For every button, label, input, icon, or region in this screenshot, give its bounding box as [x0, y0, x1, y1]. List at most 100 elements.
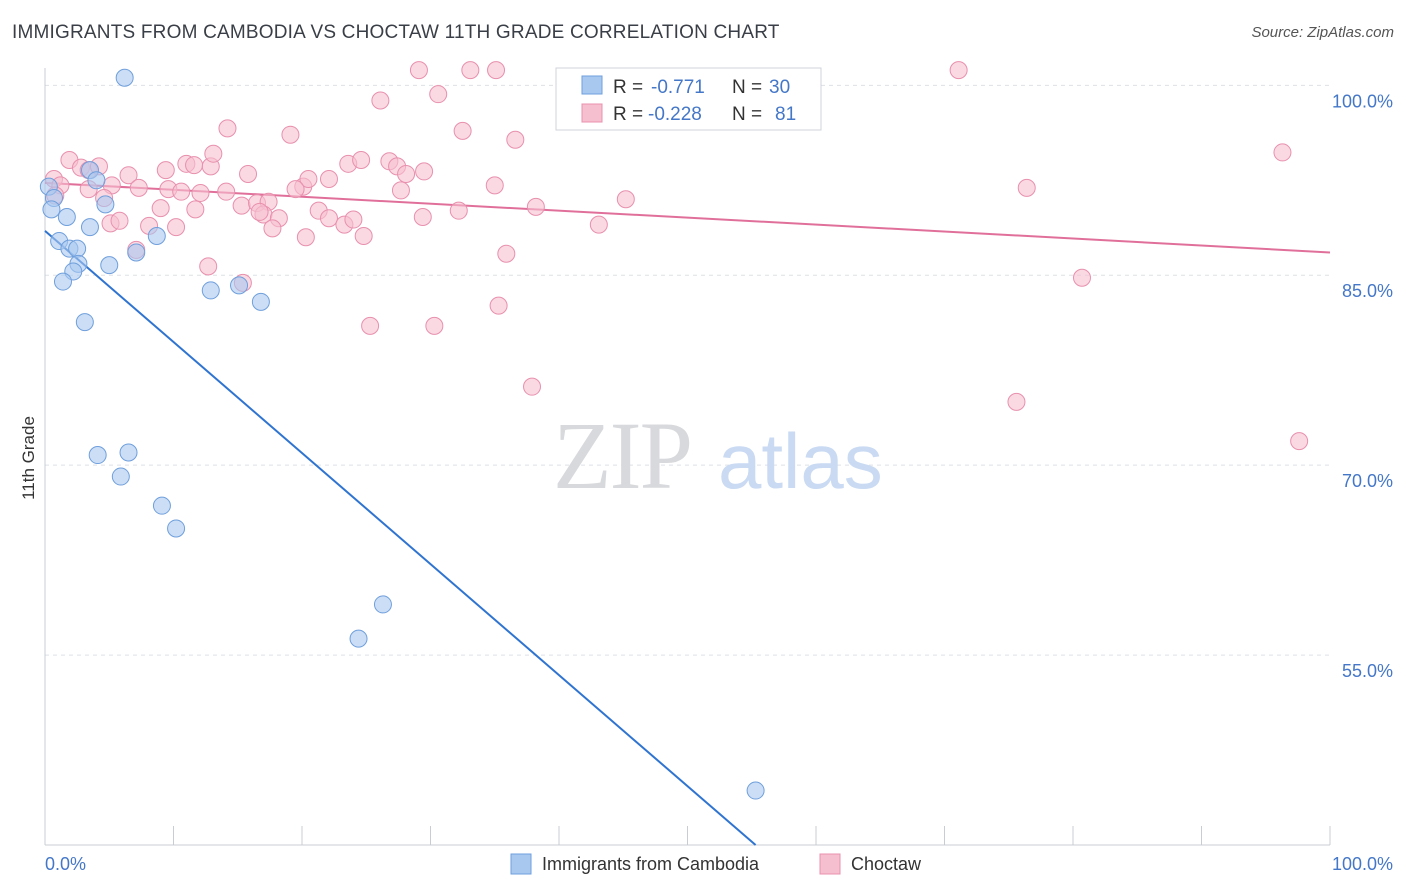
point-choctaw [485, 176, 504, 195]
point-cambodia [230, 276, 249, 295]
legend-n-label-1: N = [732, 77, 762, 98]
point-cambodia [115, 68, 134, 87]
point-cambodia [167, 519, 186, 538]
point-choctaw [1007, 392, 1026, 411]
point-choctaw [172, 182, 191, 201]
point-choctaw [186, 200, 205, 219]
source-label: Source: ZipAtlas.com [1251, 24, 1394, 41]
point-cambodia [746, 781, 765, 800]
y-tick-labels: 100.0% 85.0% 70.0% 55.0% [1332, 91, 1393, 681]
series-label-cambodia: Immigrants from Cambodia [542, 854, 760, 874]
point-cambodia [349, 629, 368, 648]
point-choctaw [371, 91, 390, 110]
point-choctaw [1290, 432, 1309, 451]
point-choctaw [1273, 143, 1292, 162]
point-choctaw [453, 121, 472, 140]
point-choctaw [497, 244, 516, 263]
x-tick-label-min: 0.0% [45, 854, 86, 874]
point-choctaw [281, 125, 300, 144]
y-axis-label: 11th Grade [19, 416, 38, 500]
point-cambodia [100, 256, 119, 275]
series-legend: Immigrants from Cambodia Choctaw [510, 853, 922, 875]
point-cambodia [80, 218, 99, 237]
chart-title: IMMIGRANTS FROM CAMBODIA VS CHOCTAW 11TH… [12, 22, 780, 43]
point-choctaw [506, 130, 525, 149]
point-choctaw [296, 228, 315, 247]
point-cambodia [96, 195, 115, 214]
point-choctaw [319, 209, 338, 228]
point-choctaw [250, 202, 269, 221]
point-choctaw [199, 257, 218, 276]
legend-n-value-2: 81 [775, 104, 796, 125]
point-choctaw [415, 162, 434, 181]
point-choctaw [397, 164, 416, 183]
series-swatch-choctaw [819, 853, 841, 875]
point-choctaw [523, 377, 542, 396]
point-choctaw [232, 196, 251, 215]
point-choctaw [354, 226, 373, 245]
point-choctaw [156, 161, 175, 180]
x-tick-label-max: 100.0% [1332, 854, 1393, 874]
point-choctaw [299, 170, 318, 189]
point-choctaw [286, 180, 305, 199]
point-choctaw [217, 182, 236, 201]
watermark-atlas: atlas [718, 417, 883, 505]
watermark-zip: ZIP [553, 402, 691, 509]
point-choctaw [218, 119, 237, 138]
point-choctaw [526, 197, 545, 216]
point-choctaw [589, 215, 608, 234]
point-cambodia [373, 595, 392, 614]
point-choctaw [489, 296, 508, 315]
point-choctaw [413, 208, 432, 226]
point-choctaw [391, 181, 410, 200]
legend-n-label-2: N = [732, 104, 762, 125]
point-cambodia [88, 446, 107, 465]
y-tick-label: 100.0% [1332, 91, 1393, 111]
point-choctaw [191, 183, 210, 202]
legend-n-value-1: 30 [769, 77, 790, 98]
stats-legend: R = -0.771 N = 30 R = -0.228 N = 81 [555, 67, 822, 131]
y-tick-label: 55.0% [1342, 661, 1393, 681]
point-choctaw [461, 61, 480, 80]
series-swatch-cambodia [510, 853, 532, 875]
legend-r-value-1: -0.771 [651, 77, 705, 98]
point-choctaw [319, 170, 338, 189]
point-cambodia [119, 443, 138, 462]
point-cambodia [75, 313, 94, 332]
point-cambodia [68, 239, 87, 258]
point-choctaw [487, 61, 506, 80]
point-cambodia [87, 171, 106, 190]
point-choctaw [425, 316, 444, 335]
point-choctaw [352, 151, 371, 170]
point-choctaw [110, 211, 129, 230]
point-choctaw [263, 219, 282, 238]
point-cambodia [251, 292, 270, 311]
legend-r-label-2: R = [613, 104, 643, 125]
point-choctaw [344, 210, 363, 229]
point-choctaw [409, 61, 428, 80]
point-cambodia [147, 226, 166, 245]
point-choctaw [119, 166, 138, 185]
y-tick-label: 85.0% [1342, 281, 1393, 301]
gridlines [45, 84, 1330, 656]
legend-swatch-blue [581, 75, 603, 95]
point-cambodia [201, 281, 220, 300]
point-choctaw [239, 164, 258, 183]
legend-r-label-1: R = [613, 77, 643, 98]
trend-line-choctaw [44, 181, 1331, 254]
point-choctaw [449, 201, 468, 220]
point-choctaw [129, 178, 148, 197]
point-choctaw [616, 190, 635, 209]
legend-swatch-pink [581, 103, 603, 123]
data-points [39, 61, 1309, 800]
point-cambodia [152, 496, 171, 515]
point-choctaw [949, 61, 968, 80]
watermark: ZIP atlas [553, 402, 883, 509]
axes [44, 68, 1331, 846]
x-tick-labels: 0.0% 100.0% [45, 854, 1393, 874]
trend-line-cambodia [44, 230, 757, 846]
legend-r-value-2: -0.228 [648, 104, 702, 125]
y-tick-label: 70.0% [1342, 471, 1393, 491]
series-label-choctaw: Choctaw [851, 854, 922, 874]
